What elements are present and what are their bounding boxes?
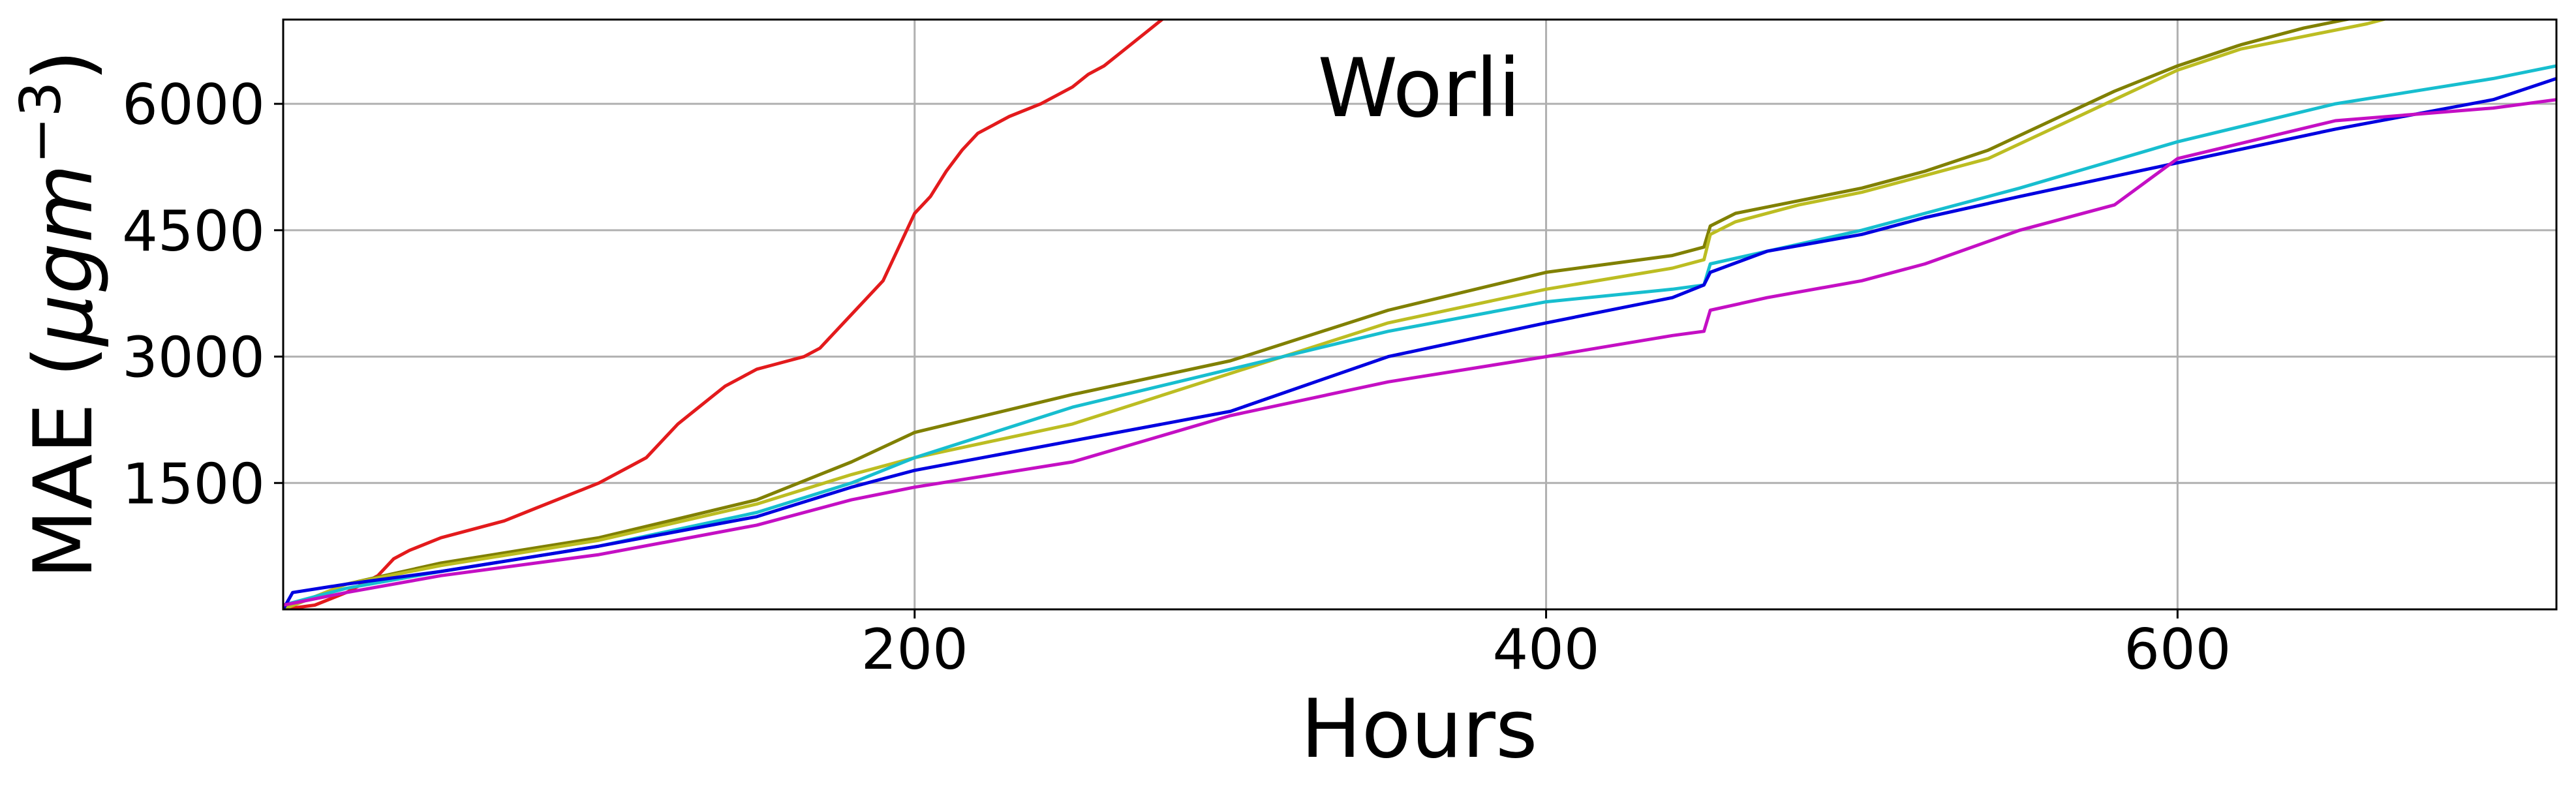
series-line-4 <box>283 64 2556 607</box>
x-tick-label: 400 <box>1492 617 1599 682</box>
x-tick-label: 200 <box>861 617 968 682</box>
plot-frame <box>282 18 2558 611</box>
series-line-1 <box>283 20 1165 609</box>
y-tick-label: 6000 <box>122 72 265 138</box>
series-layer <box>283 20 2556 609</box>
y-axis-label: MAE (μgm−3) <box>8 50 111 579</box>
series-line-5 <box>283 76 2556 609</box>
series-line-2 <box>283 20 2354 609</box>
tick-layer: 200 400 600 1500 3000 4500 6000 <box>122 72 2231 682</box>
chart-title: Worli <box>1317 42 1520 136</box>
y-axis-label-main: MAE ( <box>17 346 111 579</box>
y-tick-label: 4500 <box>122 199 265 264</box>
x-axis-label: Hours <box>1300 682 1537 776</box>
grid-layer <box>283 20 2556 609</box>
series-line-3 <box>283 20 2389 609</box>
y-axis-label-exponent: −3 <box>8 82 74 164</box>
series-line-6 <box>283 98 2556 607</box>
y-tick-label: 3000 <box>122 326 265 391</box>
x-tick-label: 600 <box>2124 617 2231 682</box>
y-axis-label-unit: μgm <box>17 164 111 346</box>
y-tick-label: 1500 <box>122 451 265 517</box>
y-axis-label-close: ) <box>17 50 111 81</box>
